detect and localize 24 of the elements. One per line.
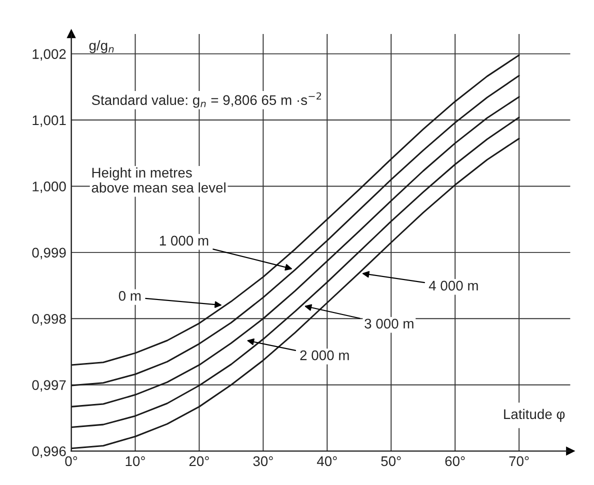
x-axis-title: Latitude φ — [504, 408, 565, 422]
x-tick-label: 70° — [509, 456, 529, 466]
annotation: 4 000 m — [428, 280, 478, 291]
annotation: 3 000 m — [364, 318, 414, 329]
x-tick-label: 30° — [253, 456, 273, 466]
annotation: Height in metres above mean sea level — [92, 167, 226, 193]
y-tick-label: 1,002 — [32, 49, 66, 61]
x-tick-label: 40° — [316, 456, 337, 466]
x-tick-label: 10° — [126, 456, 145, 466]
annotation: 0 m — [118, 290, 141, 301]
y-tick-label: 1,001 — [32, 115, 66, 127]
x-tick-label: 20° — [189, 456, 209, 466]
annotation: 2 000 m — [300, 350, 349, 360]
y-tick-label: 0,996 — [32, 446, 66, 458]
y-tick-label: 0,997 — [32, 380, 66, 392]
annotation: 1 000 m — [160, 236, 208, 246]
y-axis-title: g/g$_{n}$ — [89, 40, 114, 54]
y-tick-label: 0,999 — [32, 248, 66, 260]
annotation: Standard value: g$_{n}$ = 9,806 65 m ·s$^{−2}$ — [92, 92, 322, 108]
y-tick-label: 0,998 — [32, 314, 66, 326]
x-tick-label: 50° — [381, 456, 401, 466]
x-tick-label: 0° — [65, 456, 78, 466]
x-tick-label: 60° — [445, 456, 465, 466]
y-tick-label: 1,000 — [32, 182, 66, 194]
